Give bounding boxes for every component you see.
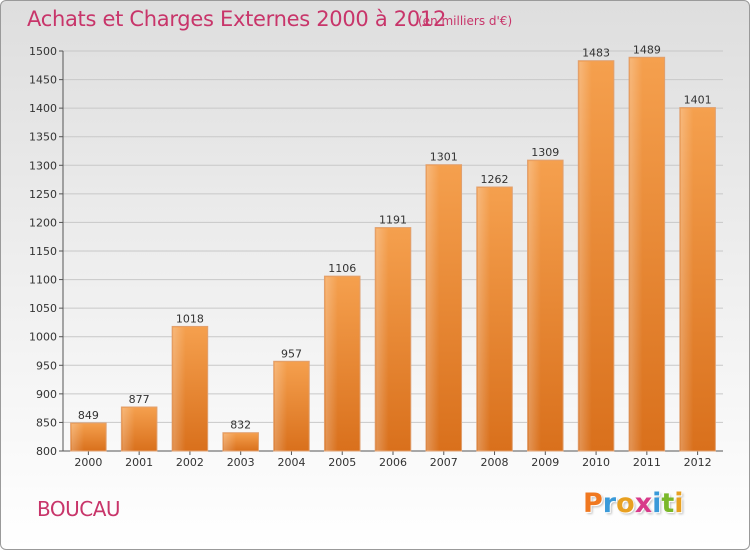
y-tick-label: 1300: [29, 159, 57, 172]
value-label: 877: [129, 393, 150, 406]
logo-letter: i: [674, 488, 684, 519]
bar-highlight: [325, 277, 338, 451]
value-label: 957: [281, 347, 302, 360]
y-tick-label: 1000: [29, 331, 57, 344]
y-tick-label: 850: [36, 416, 57, 429]
x-tick-label: 2010: [582, 456, 610, 469]
commune-name: BOUCAU: [37, 497, 121, 521]
value-label: 1191: [379, 214, 407, 227]
value-label: 849: [78, 409, 99, 422]
y-tick-label: 1350: [29, 131, 57, 144]
y-tick-label: 1050: [29, 302, 57, 315]
value-label: 1262: [481, 173, 509, 186]
x-tick-label: 2007: [430, 456, 458, 469]
logo-letter: x: [634, 488, 653, 519]
x-tick-label: 2003: [227, 456, 255, 469]
y-tick-label: 1100: [29, 274, 57, 287]
y-tick-label: 1200: [29, 216, 57, 229]
bar-highlight: [528, 161, 541, 451]
value-label: 1018: [176, 312, 204, 325]
value-label: 1483: [582, 47, 610, 60]
x-tick-label: 2005: [328, 456, 356, 469]
y-tick-label: 800: [36, 445, 57, 458]
value-label: 1301: [430, 151, 458, 164]
y-tick-label: 1250: [29, 188, 57, 201]
y-tick-label: 1500: [29, 45, 57, 58]
value-label: 832: [230, 419, 251, 432]
x-tick-label: 2012: [684, 456, 712, 469]
logo-letter: o: [616, 488, 635, 519]
x-tick-label: 2009: [531, 456, 559, 469]
bar-highlight: [630, 58, 643, 452]
x-tick-label: 2006: [379, 456, 407, 469]
proxiti-logo[interactable]: Proxiti: [583, 488, 684, 519]
bar-highlight: [122, 408, 135, 451]
bar-highlight: [376, 228, 389, 451]
x-tick-label: 2008: [481, 456, 509, 469]
labels: 849 877 1018 832 957 1106 1191 1301 1262 1309 1483…: [78, 43, 712, 431]
chart-subtitle: (en milliers d'€): [418, 14, 513, 28]
x-tick-label: 2011: [633, 456, 661, 469]
y-tick-label: 900: [36, 388, 57, 401]
axes: 800 850 900 950 1000 1050 1100 1150 1200 1250 1300…: [29, 45, 723, 469]
logo-letter: i: [652, 488, 662, 519]
logo-letter: r: [602, 488, 617, 519]
bar-highlight: [173, 327, 186, 451]
bars: [70, 56, 716, 452]
value-label: 1401: [684, 94, 712, 107]
x-tick-label: 2001: [125, 456, 153, 469]
bar-highlight: [477, 188, 491, 451]
logo-letter: t: [661, 488, 675, 519]
y-tick-label: 1400: [29, 102, 57, 115]
bar-highlight: [579, 61, 592, 451]
bar-highlight: [427, 165, 440, 451]
logo-letter: P: [583, 488, 603, 519]
x-tick-label: 2004: [277, 456, 305, 469]
bar-highlight: [680, 108, 694, 452]
value-label: 1106: [328, 262, 356, 275]
y-tick-label: 1450: [29, 74, 57, 87]
value-label: 1309: [531, 146, 559, 159]
x-tick-label: 2000: [74, 456, 102, 469]
x-tick-label: 2002: [176, 456, 204, 469]
value-label: 1489: [633, 43, 661, 56]
y-tick-label: 1150: [29, 245, 57, 258]
y-tick-label: 950: [36, 359, 57, 372]
bar-highlight: [71, 424, 85, 451]
chart-title: Achats et Charges Externes 2000 à 2012: [27, 7, 447, 31]
bar-highlight: [274, 362, 288, 451]
bar-highlight: [223, 433, 237, 451]
